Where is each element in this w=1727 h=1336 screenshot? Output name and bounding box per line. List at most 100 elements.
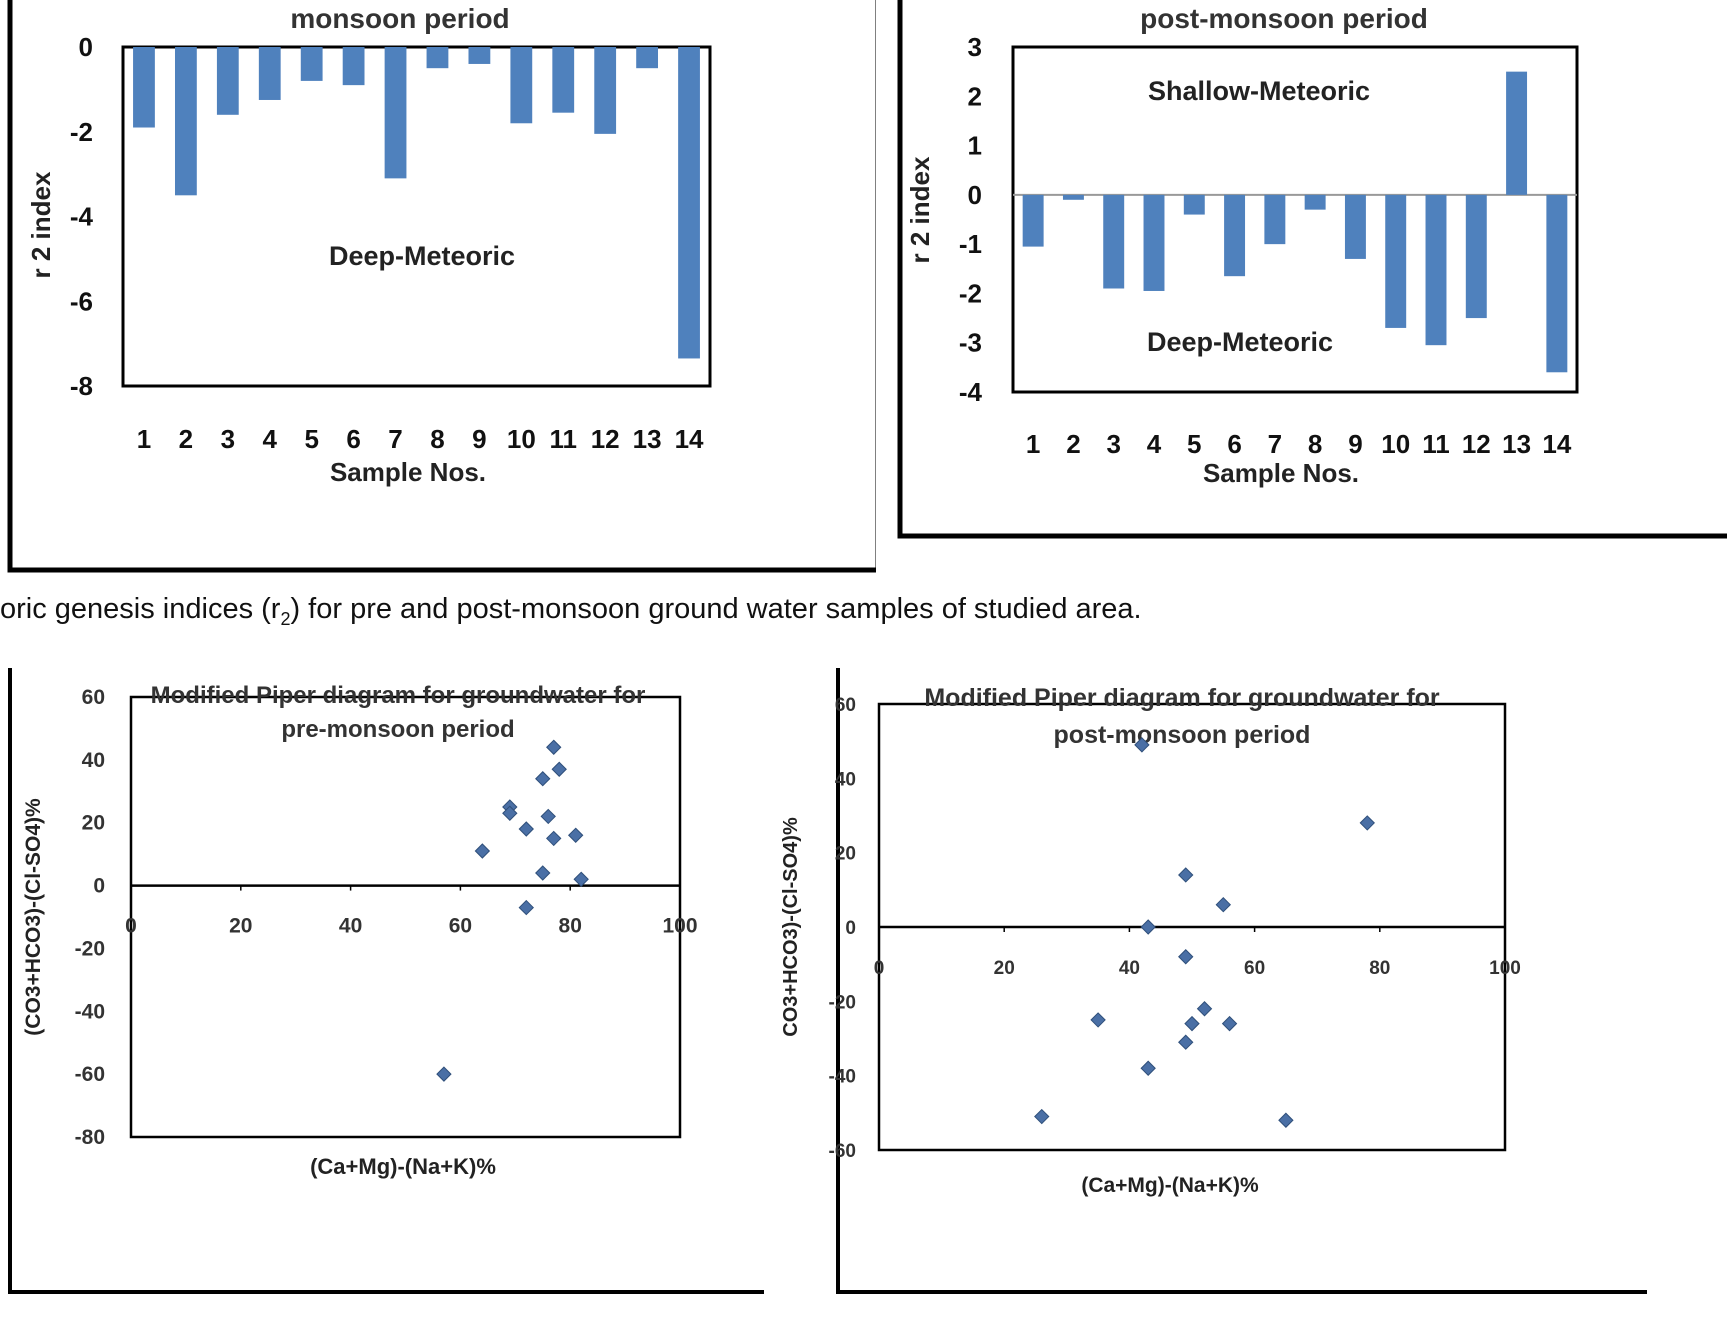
data-point (1359, 815, 1375, 831)
x-tick-label: 7 (1268, 429, 1282, 459)
chart-panel-post-monsoon-piper: Modified Piper diagram for groundwater f… (764, 668, 1647, 1336)
bar-sample-6 (1224, 194, 1246, 277)
y-tick-label: -80 (75, 1126, 105, 1149)
data-point (1034, 1108, 1050, 1125)
x-tick-label: 12 (591, 424, 620, 454)
y-tick-label: -60 (829, 1141, 856, 1162)
y-tick-label: -40 (829, 1067, 856, 1088)
data-point (1278, 1112, 1294, 1128)
bar-sample-5 (1183, 194, 1205, 215)
chart-pre-monsoon-piper: Modified Piper diagram for groundwater f… (8, 668, 826, 1294)
region-annotation: Deep-Meteoric (329, 241, 515, 271)
x-tick-label: 6 (346, 424, 360, 454)
plot-area (121, 45, 712, 388)
bar-sample-9 (1344, 194, 1366, 259)
chart-title-line: post-monsoon period (1054, 721, 1311, 749)
chart-title: post-monsoon period (1140, 3, 1428, 34)
bar-sample-5 (300, 47, 323, 81)
chart-frame (7, 0, 876, 573)
x-tick-label: 9 (1348, 429, 1362, 459)
caption-subscript: 2 (280, 608, 291, 629)
data-point (535, 771, 551, 787)
data-point (1140, 1060, 1156, 1076)
chart-title-line: Modified Piper diagram for groundwater f… (151, 682, 646, 709)
region-annotation: Shallow-Meteoric (1148, 76, 1370, 106)
x-tick-label: 10 (507, 424, 536, 454)
region-annotation: Deep-Meteoric (1147, 327, 1333, 357)
x-tick-label: 40 (339, 915, 362, 938)
x-tick-label: 12 (1462, 429, 1491, 459)
bar-sample-14 (1546, 194, 1568, 373)
x-tick-label: 20 (229, 915, 252, 938)
bar-sample-12 (1465, 194, 1487, 319)
x-tick-label: 13 (633, 424, 662, 454)
y-tick-label: 40 (82, 749, 105, 772)
x-tick-label: 8 (1308, 429, 1322, 459)
x-tick-label: 10 (1381, 429, 1410, 459)
data-point (1196, 1001, 1213, 1017)
caption-text-start: oric genesis indices (r (0, 593, 281, 625)
data-point (1134, 737, 1150, 753)
chart-panel-pre-monsoon-r2: monsoon period 1 2 3 4 5 6 7 8 9 10 11 12 13 14 0 -2 -4 -6… (0, 0, 876, 590)
x-tick-label: 0 (125, 915, 137, 938)
bar-sample-13 (636, 47, 659, 69)
y-tick-label: 3 (968, 32, 982, 62)
x-axis-label: Sample Nos. (330, 457, 486, 487)
data-point (1178, 867, 1194, 883)
x-tick-label: 11 (550, 424, 578, 454)
data-point (1178, 1034, 1194, 1050)
y-tick-label: 20 (82, 812, 105, 835)
bar-sample-11 (1425, 194, 1447, 346)
bar-sample-10 (510, 47, 533, 124)
x-tick-label: 0 (874, 958, 885, 979)
y-tick-label: -3 (959, 328, 982, 358)
y-tick-label: 2 (968, 81, 982, 111)
chart-frame (836, 668, 1647, 1294)
y-tick-label: 60 (835, 695, 856, 716)
x-tick-label: 4 (263, 424, 278, 454)
chart-panel-post-monsoon-r2: post-monsoon period 1 2 3 4 5 6 7 8 9 10 11 12 13 14 3 2… (892, 0, 1727, 598)
bar-sample-8 (426, 47, 449, 69)
x-axis-label: (Ca+Mg)-(Na+K)% (310, 1154, 496, 1179)
y-tick-label: -2 (959, 278, 982, 308)
chart-title-line: pre-monsoon period (281, 716, 514, 743)
data-point (1215, 896, 1232, 913)
bar-sample-4 (1143, 194, 1165, 291)
bar-sample-9 (468, 47, 491, 64)
y-tick-label: -2 (70, 117, 93, 147)
bar-sample-10 (1385, 194, 1407, 328)
x-tick-label: 1 (137, 424, 151, 454)
y-axis-label: (CO3+HCO3)-(Cl-SO4)% (22, 798, 45, 1036)
x-tick-label: 13 (1502, 429, 1531, 459)
bar-sample-1 (133, 47, 155, 128)
bar-sample-3 (1103, 194, 1125, 289)
bar-sample-4 (258, 47, 281, 100)
y-tick-label: 0 (968, 180, 982, 210)
x-tick-label: 40 (1119, 958, 1140, 979)
data-point (546, 739, 562, 755)
y-tick-label: 0 (79, 32, 93, 62)
x-tick-label: 1 (1026, 429, 1040, 459)
x-axis-label: (Ca+Mg)-(Na+K)% (1081, 1174, 1259, 1197)
x-tick-label: 100 (662, 915, 697, 938)
y-tick-label: 0 (93, 875, 105, 898)
x-tick-label: 80 (559, 915, 582, 938)
y-tick-label: -4 (70, 202, 94, 232)
plot-area (1011, 45, 1579, 394)
y-tick-label: 40 (835, 769, 856, 790)
bar-sample-7 (1264, 194, 1286, 245)
y-tick-label: 0 (845, 918, 856, 939)
bar-sample-6 (342, 47, 365, 86)
x-tick-label: 7 (388, 424, 402, 454)
x-tick-label: 60 (449, 915, 472, 938)
data-point (551, 761, 567, 777)
x-tick-label: 2 (179, 424, 193, 454)
x-tick-label: 9 (472, 424, 486, 454)
bar-sample-3 (216, 47, 239, 115)
chart-frame (897, 0, 1727, 539)
data-point (436, 1066, 452, 1082)
data-point (573, 871, 589, 887)
y-tick-label: 20 (835, 844, 856, 865)
